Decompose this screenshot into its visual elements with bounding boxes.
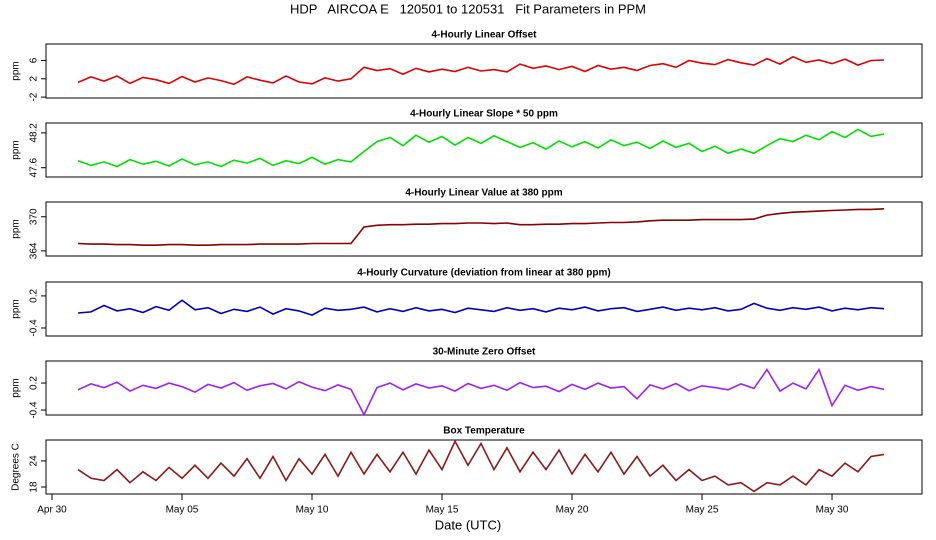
- y-tick-label: -0.4: [29, 319, 40, 337]
- x-tick-label: May 15: [426, 505, 459, 516]
- data-line: [77, 208, 885, 246]
- panel-title: 4-Hourly Linear Value at 380 ppm: [405, 188, 562, 199]
- panel-title: 4-Hourly Linear Offset: [431, 30, 537, 41]
- y-axis-label: ppm: [11, 61, 22, 80]
- y-axis-label: ppm: [11, 299, 22, 318]
- y-tick-label: 2: [29, 76, 40, 82]
- x-tick-label: Apr 30: [37, 505, 67, 516]
- panel-title: 30-Minute Zero Offset: [433, 347, 536, 358]
- x-tick-label: May 10: [296, 505, 329, 516]
- panel-frame: [45, 122, 923, 178]
- panel-title: 4-Hourly Curvature (deviation from linea…: [357, 268, 610, 279]
- x-tick-label: May 05: [166, 505, 199, 516]
- data-line: [77, 55, 885, 86]
- y-tick-label: 0.2: [29, 376, 40, 390]
- y-tick-label: 24: [29, 455, 40, 467]
- data-line: [77, 439, 885, 493]
- y-tick-label: -2: [29, 92, 40, 101]
- x-tick-label: May 25: [686, 505, 719, 516]
- y-tick-label: 6: [29, 57, 40, 63]
- panel-frame: [45, 439, 923, 495]
- chart-title: HDP AIRCOA E 120501 to 120531 Fit Parame…: [290, 1, 646, 16]
- y-tick-label: 47.6: [29, 158, 40, 178]
- y-tick-label: -0.4: [29, 401, 40, 419]
- panel-frame: [45, 281, 923, 337]
- x-tick-label: May 20: [556, 505, 589, 516]
- panel-frame: [45, 360, 923, 416]
- panel-title: 4-Hourly Linear Slope * 50 ppm: [410, 109, 558, 120]
- y-tick-label: 364: [29, 242, 40, 259]
- y-axis-label: Degrees C: [11, 443, 22, 491]
- y-axis-label: ppm: [11, 219, 22, 238]
- data-line: [77, 367, 885, 417]
- y-tick-label: 18: [29, 481, 40, 493]
- data-line: [77, 299, 885, 316]
- x-tick-label: May 30: [816, 505, 849, 516]
- x-axis-label: Date (UTC): [435, 517, 501, 532]
- data-line: [77, 128, 885, 168]
- y-tick-label: 370: [29, 208, 40, 225]
- y-tick-label: 0.2: [29, 289, 40, 303]
- panel-title: Box Temperature: [443, 426, 525, 437]
- y-tick-label: 48.2: [29, 123, 40, 143]
- panel-frame: [45, 201, 923, 257]
- y-axis-label: ppm: [11, 378, 22, 397]
- panel-frame: [45, 43, 923, 99]
- y-axis-label: ppm: [11, 140, 22, 159]
